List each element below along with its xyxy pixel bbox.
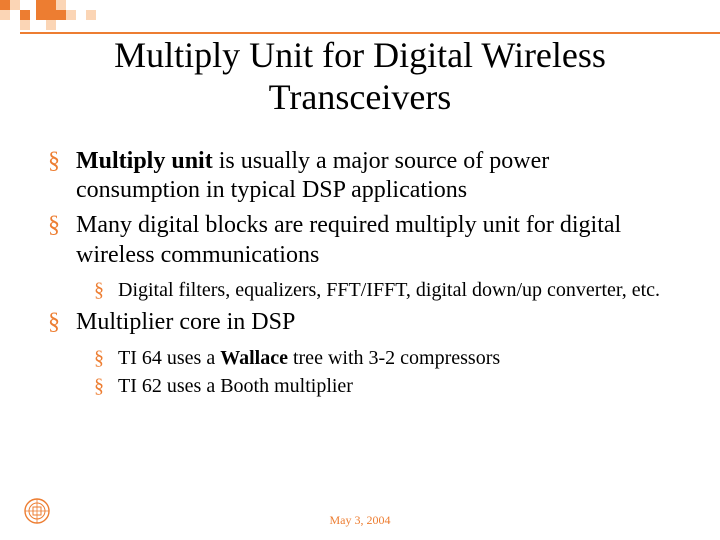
slide-title: Multiply Unit for Digital Wireless Trans… <box>48 34 672 119</box>
bullet-item: Multiplier core in DSP TI 64 uses a Walla… <box>48 308 672 398</box>
sub-bullet-list: TI 64 uses a Wallace tree with 3-2 compr… <box>76 346 672 399</box>
bullet-item: Multiply unit is usually a major source … <box>48 147 672 206</box>
footer-date: May 3, 2004 <box>0 513 720 528</box>
sub-bullet-item: TI 62 uses a Booth multiplier <box>94 374 672 398</box>
sub-bullet-item: TI 64 uses a Wallace tree with 3-2 compr… <box>94 346 672 370</box>
bullet-text: Many digital blocks are required multipl… <box>76 212 621 267</box>
sub-bullet-item: Digital filters, equalizers, FFT/IFFT, d… <box>94 278 672 302</box>
slide: Multiply Unit for Digital Wireless Trans… <box>0 0 720 540</box>
bullet-text: Multiplier core in DSP <box>76 309 295 335</box>
sub-bullet-list: Digital filters, equalizers, FFT/IFFT, d… <box>76 278 672 302</box>
bullet-list: Multiply unit is usually a major source … <box>48 147 672 399</box>
logo-icon <box>24 498 50 524</box>
bullet-text: Multiply unit is usually a major source … <box>76 148 549 203</box>
bullet-item: Many digital blocks are required multipl… <box>48 211 672 302</box>
